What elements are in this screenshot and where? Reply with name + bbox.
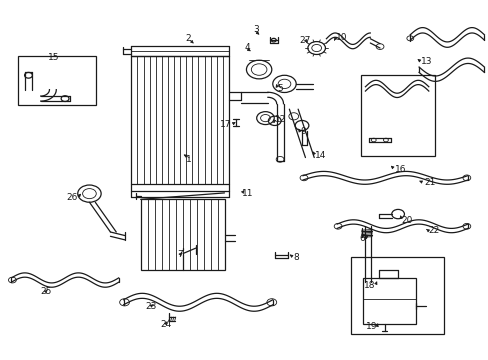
Bar	[141, 199, 224, 270]
Bar	[18, 56, 96, 105]
Text: 13: 13	[420, 57, 431, 66]
Text: 5: 5	[277, 84, 283, 93]
Bar	[131, 56, 228, 184]
Text: 12: 12	[274, 115, 285, 124]
Bar	[362, 278, 415, 324]
Text: 8: 8	[293, 253, 298, 262]
Bar	[360, 75, 434, 156]
Text: 1: 1	[186, 155, 191, 164]
Text: 7: 7	[177, 250, 183, 259]
Text: 2: 2	[185, 34, 191, 43]
Text: 15: 15	[47, 53, 59, 62]
Text: 23: 23	[145, 302, 156, 311]
Text: 14: 14	[315, 151, 326, 160]
Text: 16: 16	[394, 165, 406, 174]
Bar	[350, 257, 444, 334]
Text: 24: 24	[160, 320, 171, 329]
Text: 6: 6	[359, 234, 365, 243]
Text: 4: 4	[244, 43, 250, 52]
Text: 27: 27	[299, 36, 310, 45]
Text: 20: 20	[401, 216, 412, 225]
Text: 3: 3	[253, 25, 259, 34]
Text: 10: 10	[335, 33, 347, 42]
Text: 26: 26	[66, 193, 78, 202]
Text: 17: 17	[220, 120, 231, 129]
Text: 19: 19	[365, 322, 376, 331]
Text: 9: 9	[300, 127, 305, 136]
Text: 25: 25	[40, 287, 51, 296]
Text: 22: 22	[428, 226, 439, 235]
Text: 11: 11	[241, 189, 253, 198]
Text: 18: 18	[363, 281, 374, 290]
Text: 21: 21	[423, 178, 434, 187]
